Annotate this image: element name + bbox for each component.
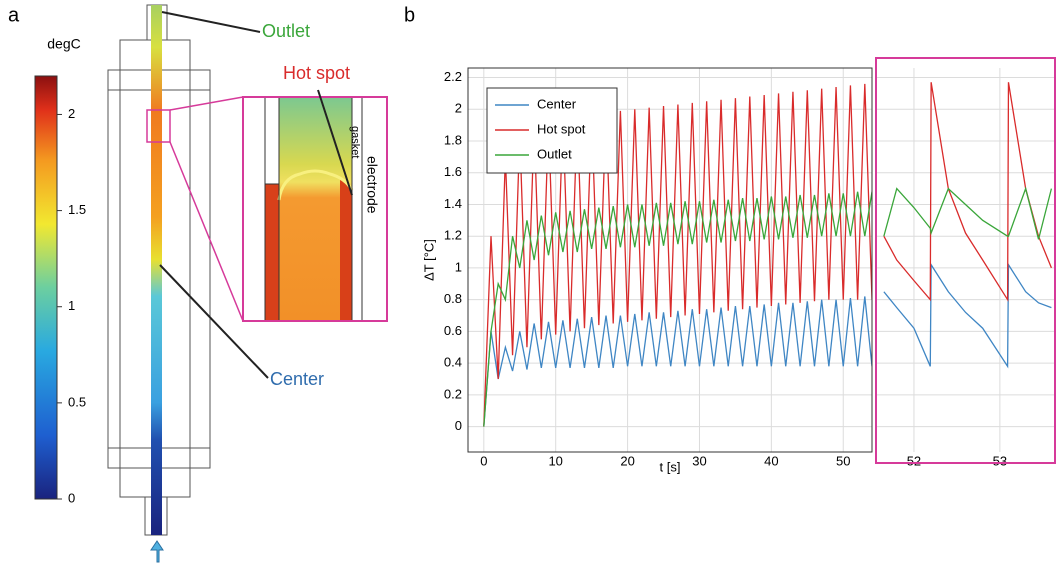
colorbar-tick-label: 0.5 <box>68 394 86 409</box>
inset-frame <box>875 57 1056 464</box>
x-tick-label: 52 <box>907 453 921 468</box>
x-tick-label: 10 <box>548 453 562 468</box>
y-tick-label: 0.8 <box>444 291 462 306</box>
pointer-arrows <box>159 11 353 379</box>
plot-lines <box>883 82 1053 369</box>
x-tick-label: 40 <box>764 453 778 468</box>
annotation: Hot spot <box>283 63 350 83</box>
colorbar-title: degC <box>47 36 80 52</box>
y-tick-label: 0.2 <box>444 386 462 401</box>
colorbar-tick-label: 1 <box>68 298 75 313</box>
y-tick-label: 0.6 <box>444 323 462 338</box>
colorbar <box>34 75 58 500</box>
x-tick-label: 20 <box>620 453 634 468</box>
x-tick-label: 53 <box>993 453 1007 468</box>
y-axis-label: ΔT [°C] <box>421 239 436 281</box>
series-line <box>883 262 1052 369</box>
x-tick-label: 50 <box>836 453 850 468</box>
annotation: electrode <box>364 156 380 214</box>
x-axis-label: t [s] <box>660 459 681 474</box>
y-tick-label: 1.2 <box>444 228 462 243</box>
y-tick-label: 1.6 <box>444 164 462 179</box>
zoom-marker <box>146 109 171 143</box>
x-tick-label: 0 <box>480 453 487 468</box>
series-line <box>483 296 872 427</box>
y-tick-label: 2 <box>455 101 462 116</box>
x-tick-label: 30 <box>692 453 706 468</box>
colorbar-tick-label: 0 <box>68 490 75 505</box>
series-line <box>483 191 872 427</box>
zoom-line <box>169 96 244 111</box>
zoom-line <box>169 141 244 322</box>
annotation: Center <box>270 369 324 389</box>
inset-chart: 52 53 <box>877 68 1054 468</box>
y-tick-label: 0.4 <box>444 355 462 370</box>
annotation: Outlet <box>262 21 310 41</box>
annotation: gasket <box>349 126 361 158</box>
legend-label: Outlet <box>537 146 572 161</box>
zoom-box <box>242 96 388 322</box>
y-tick-label: 1.8 <box>444 132 462 147</box>
plot-frame <box>467 67 873 453</box>
colorbar-tick-label: 1.5 <box>68 202 86 217</box>
y-tick-label: 1.4 <box>444 196 462 211</box>
y-tick-label: 1 <box>455 259 462 274</box>
y-tick-label: 2.2 <box>444 69 462 84</box>
colorbar-tick-label: 2 <box>68 106 75 121</box>
inlet-arrow <box>150 540 164 563</box>
channel <box>151 5 162 535</box>
legend-label: Hot spot <box>537 121 586 136</box>
y-tick-label: 0 <box>455 418 462 433</box>
legend-label: Center <box>537 96 577 111</box>
colorbar-ticks: 0 0.5 1 1.5 2 <box>57 106 86 505</box>
series-line <box>883 186 1053 240</box>
panel-label: b <box>404 4 415 26</box>
panel-label: a <box>8 4 20 26</box>
main-chart: 0 0.2 0.4 0.6 0.8 1 1.2 1.4 1.6 1.8 2 2.2 0 10 20 30 40 5… <box>421 68 872 474</box>
